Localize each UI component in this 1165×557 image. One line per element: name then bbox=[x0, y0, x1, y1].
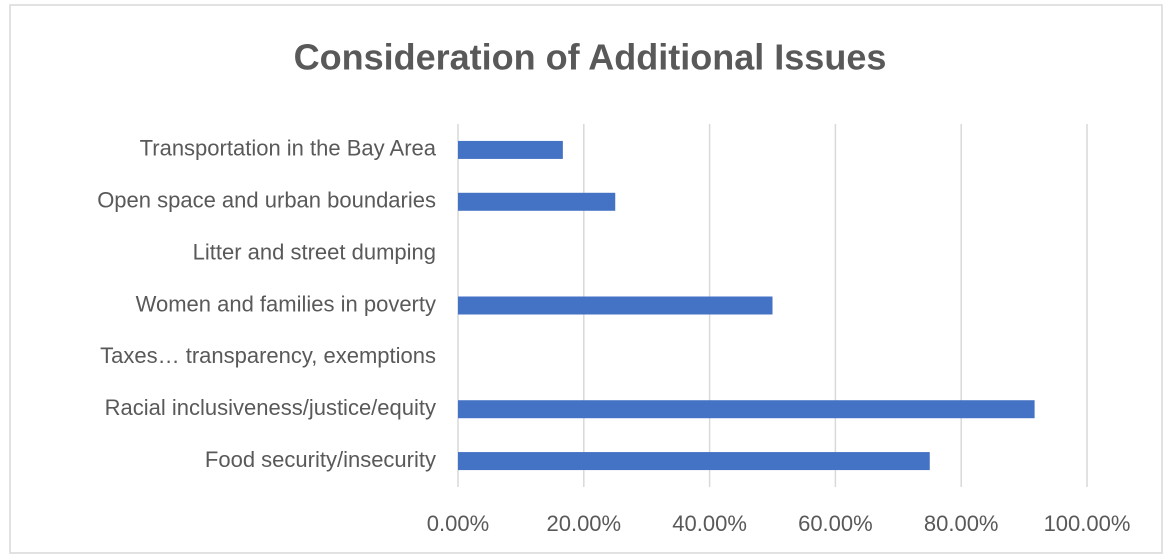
x-tick-label: 60.00% bbox=[798, 511, 873, 536]
chart-title: Consideration of Additional Issues bbox=[294, 37, 887, 78]
bar bbox=[458, 296, 773, 315]
x-tick-label: 20.00% bbox=[546, 511, 621, 536]
bar bbox=[458, 140, 563, 159]
y-tick-label: Litter and street dumping bbox=[193, 239, 436, 264]
bar bbox=[458, 400, 1035, 419]
y-tick-label: Women and families in poverty bbox=[136, 291, 436, 316]
y-tick-label: Food security/insecurity bbox=[205, 447, 436, 472]
bar bbox=[458, 192, 616, 211]
y-tick-label: Racial inclusiveness/justice/equity bbox=[105, 395, 436, 420]
y-tick-label: Open space and urban boundaries bbox=[97, 188, 436, 213]
y-tick-label: Taxes… transparency, exemptions bbox=[100, 343, 436, 368]
bar bbox=[458, 452, 930, 471]
x-tick-label: 100.00% bbox=[1044, 511, 1131, 536]
chart-frame bbox=[9, 4, 1163, 554]
y-tick-label: Transportation in the Bay Area bbox=[140, 136, 437, 161]
x-tick-label: 80.00% bbox=[924, 511, 999, 536]
x-tick-label: 40.00% bbox=[672, 511, 747, 536]
x-tick-label: 0.00% bbox=[427, 511, 489, 536]
